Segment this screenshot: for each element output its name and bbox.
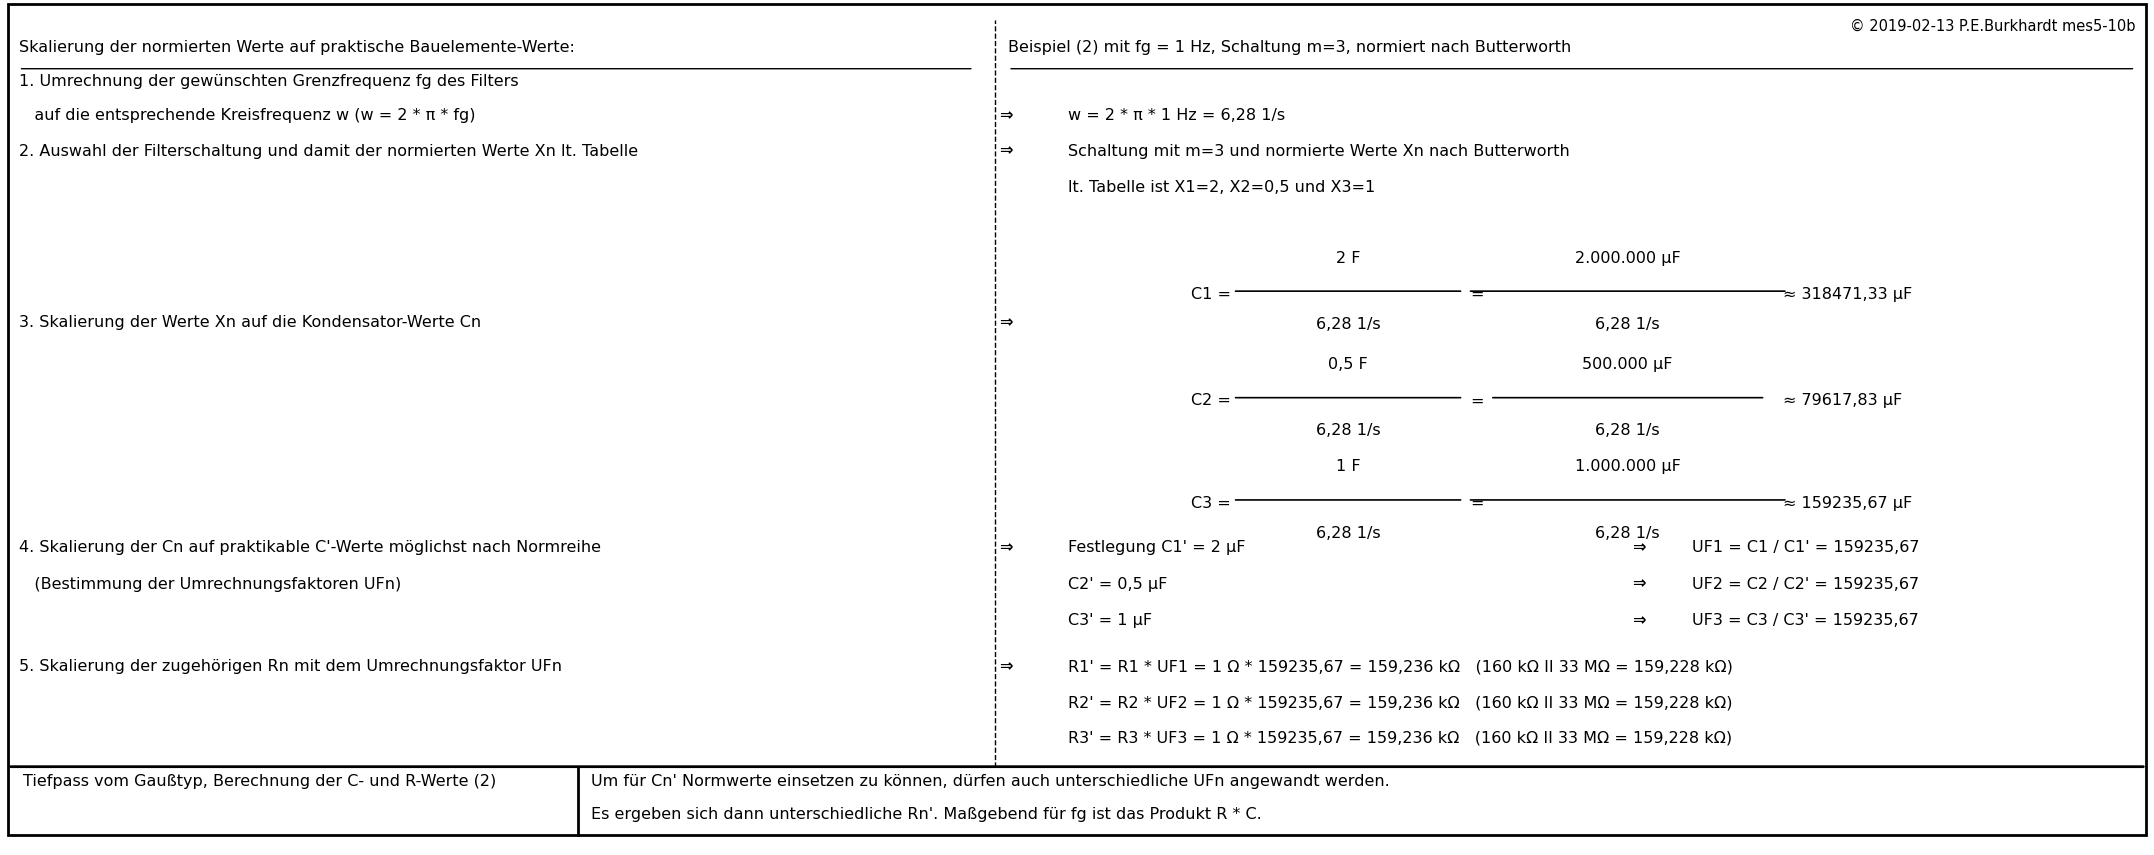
Text: 6,28 1/s: 6,28 1/s: [1316, 526, 1381, 540]
Text: Tiefpass vom Gaußtyp, Berechnung der C- und R-Werte (2): Tiefpass vom Gaußtyp, Berechnung der C- …: [24, 775, 495, 789]
Text: ⇒: ⇒: [999, 108, 1012, 123]
Text: R2' = R2 * UF2 = 1 Ω * 159235,67 = 159,236 kΩ   (160 kΩ II 33 MΩ = 159,228 kΩ): R2' = R2 * UF2 = 1 Ω * 159235,67 = 159,2…: [1068, 695, 1734, 711]
Text: C2' = 0,5 µF: C2' = 0,5 µF: [1068, 576, 1167, 592]
Text: ≈ 79617,83 µF: ≈ 79617,83 µF: [1784, 393, 1902, 409]
Text: ⇒: ⇒: [1633, 540, 1646, 555]
Text: Um für Cn' Normwerte einsetzen zu können, dürfen auch unterschiedliche UFn angew: Um für Cn' Normwerte einsetzen zu können…: [590, 775, 1389, 789]
Text: R1' = R1 * UF1 = 1 Ω * 159235,67 = 159,236 kΩ   (160 kΩ II 33 MΩ = 159,228 kΩ): R1' = R1 * UF1 = 1 Ω * 159235,67 = 159,2…: [1068, 659, 1734, 675]
Text: Beispiel (2) mit fg = 1 Hz, Schaltung m=3, normiert nach Butterworth: Beispiel (2) mit fg = 1 Hz, Schaltung m=…: [1008, 39, 1572, 55]
Text: ⇒: ⇒: [1633, 613, 1646, 628]
Text: Schaltung mit m=3 und normierte Werte Xn nach Butterworth: Schaltung mit m=3 und normierte Werte Xn…: [1068, 144, 1570, 159]
Text: ⇒: ⇒: [999, 540, 1012, 555]
Text: 0,5 F: 0,5 F: [1329, 357, 1368, 372]
Text: R3' = R3 * UF3 = 1 Ω * 159235,67 = 159,236 kΩ   (160 kΩ II 33 MΩ = 159,228 kΩ): R3' = R3 * UF3 = 1 Ω * 159235,67 = 159,2…: [1068, 731, 1732, 746]
Text: ⇒: ⇒: [999, 144, 1012, 159]
Text: 1 F: 1 F: [1335, 459, 1361, 475]
Text: Skalierung der normierten Werte auf praktische Bauelemente-Werte:: Skalierung der normierten Werte auf prak…: [19, 39, 575, 55]
Text: Es ergeben sich dann unterschiedliche Rn'. Maßgebend für fg ist das Produkt R * : Es ergeben sich dann unterschiedliche Rn…: [590, 807, 1262, 822]
Text: ⇒: ⇒: [1633, 576, 1646, 592]
Text: C1 =: C1 =: [1191, 287, 1232, 302]
Text: C3' = 1 µF: C3' = 1 µF: [1068, 613, 1152, 628]
Text: 3. Skalierung der Werte Xn auf die Kondensator-Werte Cn: 3. Skalierung der Werte Xn auf die Konde…: [19, 315, 480, 330]
Text: 2. Auswahl der Filterschaltung und damit der normierten Werte Xn lt. Tabelle: 2. Auswahl der Filterschaltung und damit…: [19, 144, 638, 159]
Text: 6,28 1/s: 6,28 1/s: [1596, 316, 1661, 332]
Text: ⇒: ⇒: [999, 315, 1012, 330]
Text: UF3 = C3 / C3' = 159235,67: UF3 = C3 / C3' = 159235,67: [1693, 613, 1919, 628]
Text: 2.000.000 µF: 2.000.000 µF: [1575, 251, 1680, 266]
FancyBboxPatch shape: [9, 4, 2145, 834]
Text: Festlegung C1' = 2 µF: Festlegung C1' = 2 µF: [1068, 540, 1245, 555]
Text: UF2 = C2 / C2' = 159235,67: UF2 = C2 / C2' = 159235,67: [1693, 576, 1919, 592]
Text: 5. Skalierung der zugehörigen Rn mit dem Umrechnungsfaktor UFn: 5. Skalierung der zugehörigen Rn mit dem…: [19, 659, 562, 675]
Text: lt. Tabelle ist X1=2, X2=0,5 und X3=1: lt. Tabelle ist X1=2, X2=0,5 und X3=1: [1068, 180, 1376, 194]
Text: 2 F: 2 F: [1335, 251, 1361, 266]
Text: (Bestimmung der Umrechnungsfaktoren UFn): (Bestimmung der Umrechnungsfaktoren UFn): [19, 576, 401, 592]
Text: w = 2 * π * 1 Hz = 6,28 1/s: w = 2 * π * 1 Hz = 6,28 1/s: [1068, 108, 1286, 123]
Text: 1.000.000 µF: 1.000.000 µF: [1575, 459, 1680, 475]
Text: 6,28 1/s: 6,28 1/s: [1596, 526, 1661, 540]
Text: ≈ 159235,67 µF: ≈ 159235,67 µF: [1784, 496, 1913, 510]
Text: auf die entsprechende Kreisfrequenz w (w = 2 * π * fg): auf die entsprechende Kreisfrequenz w (w…: [19, 108, 476, 123]
Text: 500.000 µF: 500.000 µF: [1583, 357, 1674, 372]
Text: 1. Umrechnung der gewünschten Grenzfrequenz fg des Filters: 1. Umrechnung der gewünschten Grenzfrequ…: [19, 74, 519, 89]
Text: C3 =: C3 =: [1191, 496, 1230, 510]
Text: 6,28 1/s: 6,28 1/s: [1596, 423, 1661, 439]
Text: 6,28 1/s: 6,28 1/s: [1316, 316, 1381, 332]
Text: C2 =: C2 =: [1191, 393, 1230, 409]
Text: ≈ 318471,33 µF: ≈ 318471,33 µF: [1784, 287, 1913, 302]
Text: =: =: [1471, 287, 1484, 302]
Text: © 2019-02-13 P.E.Burkhardt mes5-10b: © 2019-02-13 P.E.Burkhardt mes5-10b: [1850, 19, 2135, 33]
Text: 6,28 1/s: 6,28 1/s: [1316, 423, 1381, 439]
Text: =: =: [1471, 496, 1484, 510]
Text: ⇒: ⇒: [999, 659, 1012, 675]
Text: 4. Skalierung der Cn auf praktikable C'-Werte möglichst nach Normreihe: 4. Skalierung der Cn auf praktikable C'-…: [19, 540, 601, 555]
Text: UF1 = C1 / C1' = 159235,67: UF1 = C1 / C1' = 159235,67: [1693, 540, 1919, 555]
Text: =: =: [1471, 393, 1484, 409]
